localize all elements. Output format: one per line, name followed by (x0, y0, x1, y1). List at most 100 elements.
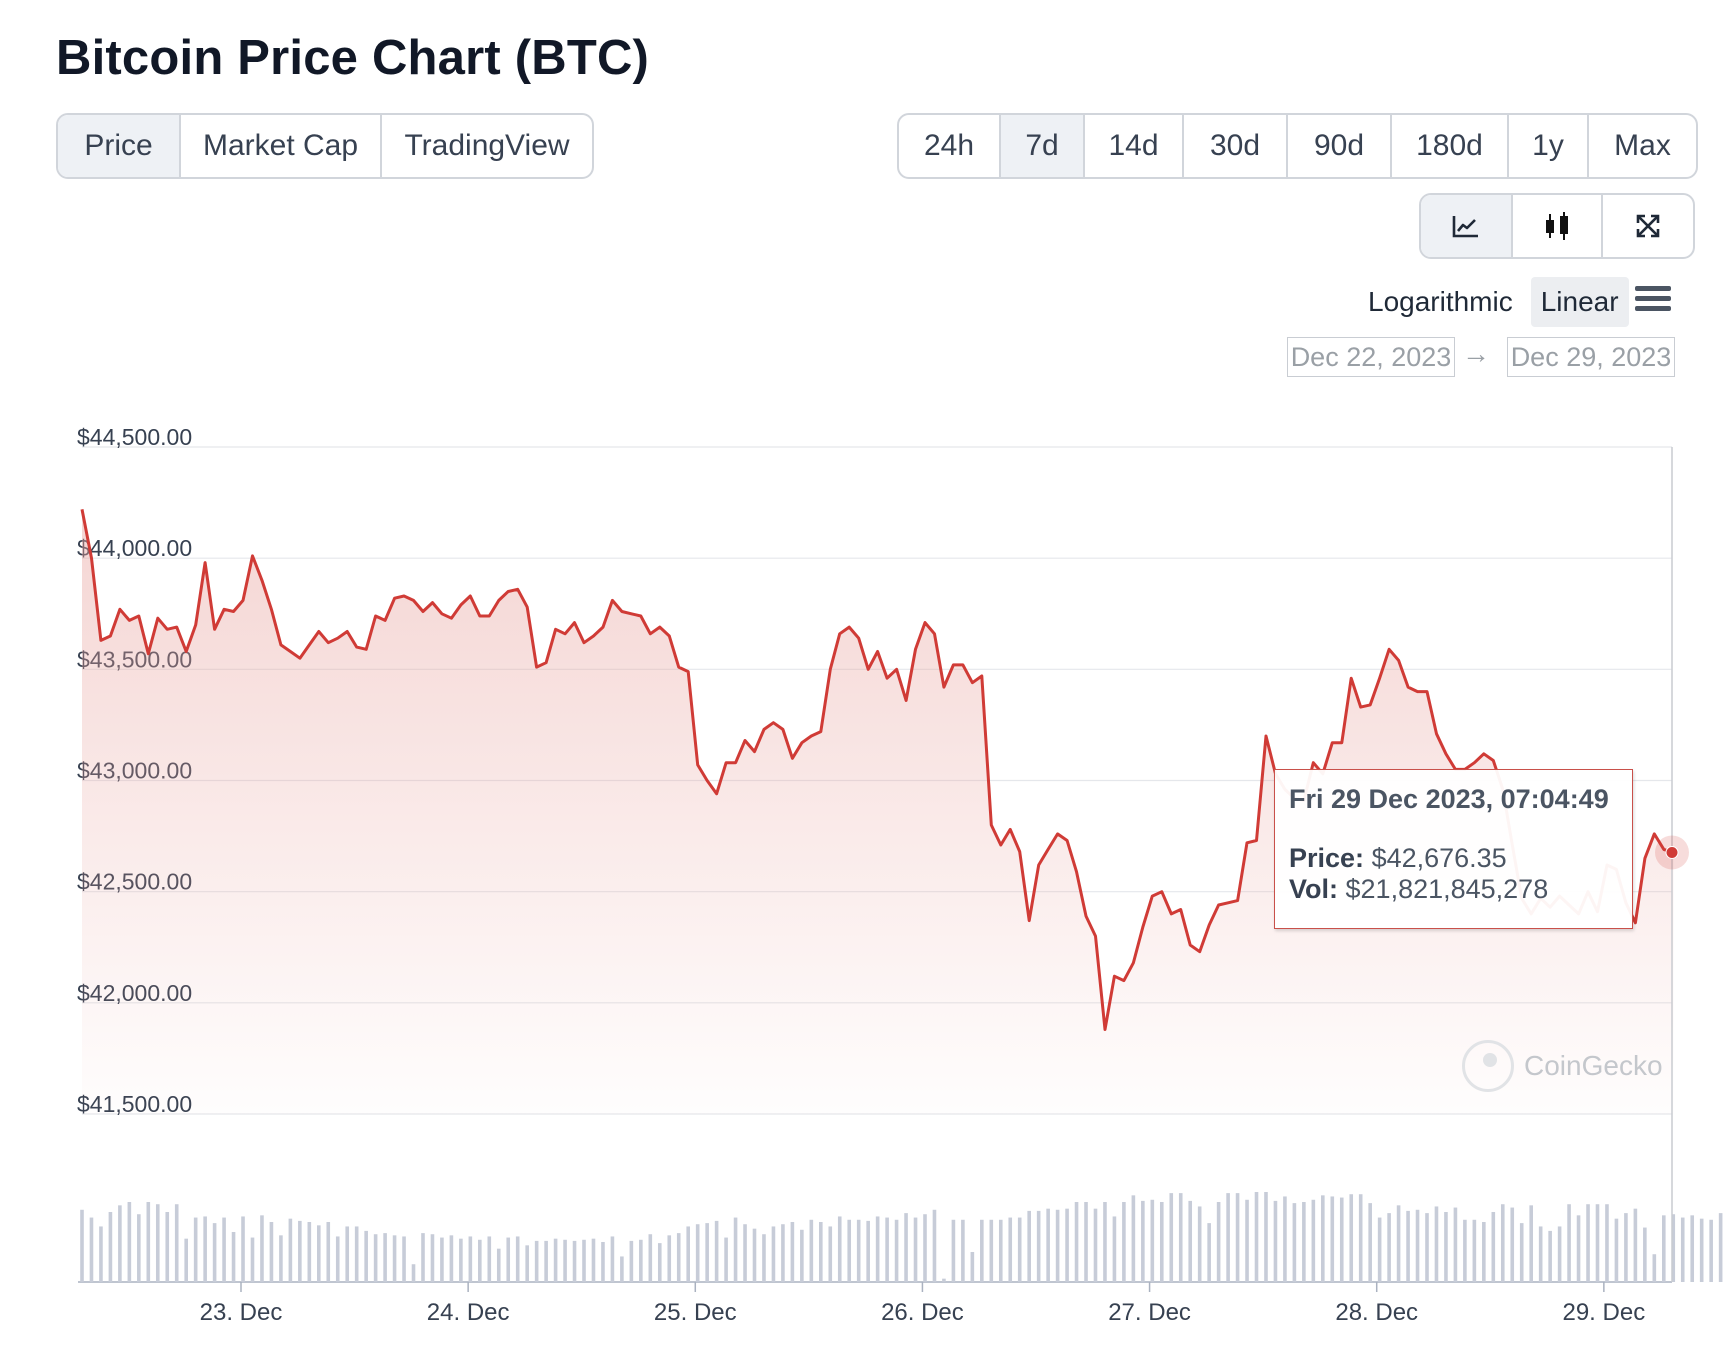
volume-bar (193, 1217, 198, 1282)
volume-bar (686, 1226, 690, 1282)
tab-market-cap[interactable]: Market Cap (181, 115, 382, 177)
line-chart-button[interactable] (1421, 195, 1513, 257)
volume-bar (998, 1219, 1003, 1282)
volume-bar (127, 1202, 132, 1282)
volume-bar (99, 1226, 103, 1282)
volume-bar (544, 1240, 548, 1282)
volume-bar (904, 1213, 908, 1282)
time-range-group: 24h 7d 14d 30d 90d 180d 1y Max (897, 113, 1698, 179)
tooltip-price-value: $42,676.35 (1371, 843, 1507, 873)
volume-bar (354, 1226, 359, 1282)
x-tick-label: 26. Dec (881, 1299, 964, 1326)
volume-bar (1159, 1202, 1164, 1282)
range-90d[interactable]: 90d (1288, 115, 1392, 177)
volume-bar (1207, 1223, 1211, 1282)
volume-bar (1055, 1209, 1060, 1282)
scale-linear[interactable]: Linear (1530, 277, 1629, 327)
volume-bar (932, 1209, 937, 1282)
range-180d[interactable]: 180d (1392, 115, 1509, 177)
volume-bar (1463, 1219, 1467, 1282)
volume-bar (1358, 1194, 1363, 1282)
volume-bar (1500, 1204, 1505, 1282)
volume-bar (1046, 1208, 1050, 1282)
date-from-input[interactable]: Dec 22, 2023 (1287, 337, 1455, 377)
volume-bar (212, 1223, 217, 1282)
volume-bar (951, 1219, 956, 1282)
volume-bar (1017, 1217, 1022, 1282)
date-range-arrow: → (1462, 338, 1490, 369)
volume-bar (383, 1233, 387, 1282)
fullscreen-button[interactable] (1603, 195, 1693, 257)
volume-bar (1226, 1193, 1230, 1282)
range-1y[interactable]: 1y (1509, 115, 1589, 177)
chart-type-group (1419, 193, 1695, 259)
volume-bar (326, 1222, 331, 1282)
x-tick-label: 28. Dec (1335, 1299, 1418, 1326)
volume-bar (165, 1212, 170, 1282)
volume-bar (1699, 1218, 1704, 1282)
range-7d[interactable]: 7d (1001, 115, 1085, 177)
tab-price[interactable]: Price (58, 115, 181, 177)
volume-bar (724, 1237, 728, 1282)
volume-bar (1605, 1204, 1609, 1282)
volume-bar (1643, 1227, 1647, 1282)
volume-bar (743, 1224, 747, 1282)
chart-menu-icon[interactable] (1635, 284, 1671, 314)
tooltip-vol-value: $21,821,845,278 (1345, 874, 1549, 904)
range-max[interactable]: Max (1614, 129, 1671, 162)
volume-bar (657, 1243, 662, 1282)
volume-bar (184, 1238, 188, 1282)
volume-bar (174, 1204, 179, 1282)
volume-bar (989, 1219, 994, 1282)
range-14d[interactable]: 14d (1085, 115, 1184, 177)
volume-bar (1188, 1200, 1193, 1282)
volume-bar (1150, 1199, 1155, 1282)
volume-bar (1482, 1222, 1486, 1282)
volume-bar (411, 1264, 416, 1282)
volume-bar (1709, 1219, 1713, 1282)
x-tick-label: 27. Dec (1108, 1299, 1191, 1326)
volume-bar (1633, 1208, 1638, 1282)
volume-bar (1131, 1195, 1136, 1282)
volume-bar (392, 1235, 397, 1282)
candlestick-button[interactable] (1513, 195, 1603, 257)
volume-bar (1548, 1230, 1552, 1282)
date-to-input[interactable]: Dec 29, 2023 (1507, 337, 1675, 377)
volume-bar (591, 1238, 596, 1282)
scale-logarithmic[interactable]: Logarithmic (1368, 286, 1513, 317)
volume-bar (335, 1236, 340, 1282)
volume-bar (1671, 1214, 1676, 1282)
volume-bar (421, 1233, 425, 1282)
tab-tradingview[interactable]: TradingView (404, 129, 570, 162)
volume-bar (1586, 1204, 1590, 1282)
volume-bar (222, 1217, 226, 1282)
volume-bar (298, 1220, 302, 1282)
volume-bar (1245, 1199, 1249, 1282)
volume-bar (1576, 1215, 1581, 1282)
volume-bar (459, 1238, 463, 1282)
range-24h[interactable]: 24h (899, 115, 1001, 177)
volume-bar (1141, 1200, 1145, 1282)
volume-bar (1074, 1202, 1079, 1282)
volume-bar (1349, 1194, 1354, 1282)
volume-bar (1330, 1196, 1335, 1282)
volume-bar (269, 1222, 274, 1282)
volume-bar (1302, 1202, 1306, 1282)
volume-bars (80, 1192, 1723, 1282)
volume-bar (1425, 1213, 1429, 1282)
volume-bar (1406, 1210, 1410, 1282)
volume-bar (478, 1239, 482, 1282)
volume-bar (288, 1218, 293, 1282)
volume-bar (1652, 1254, 1657, 1282)
volume-bar (828, 1226, 833, 1282)
volume-bar (345, 1226, 350, 1282)
volume-bar (1529, 1205, 1533, 1282)
range-30d[interactable]: 30d (1184, 115, 1288, 177)
tooltip-vol-label: Vol: (1289, 874, 1338, 904)
volume-bar (800, 1229, 804, 1282)
volume-bar (1434, 1206, 1439, 1282)
x-tick-label: 25. Dec (654, 1299, 737, 1326)
fullscreen-icon (1636, 214, 1660, 238)
volume-bar (667, 1235, 672, 1282)
